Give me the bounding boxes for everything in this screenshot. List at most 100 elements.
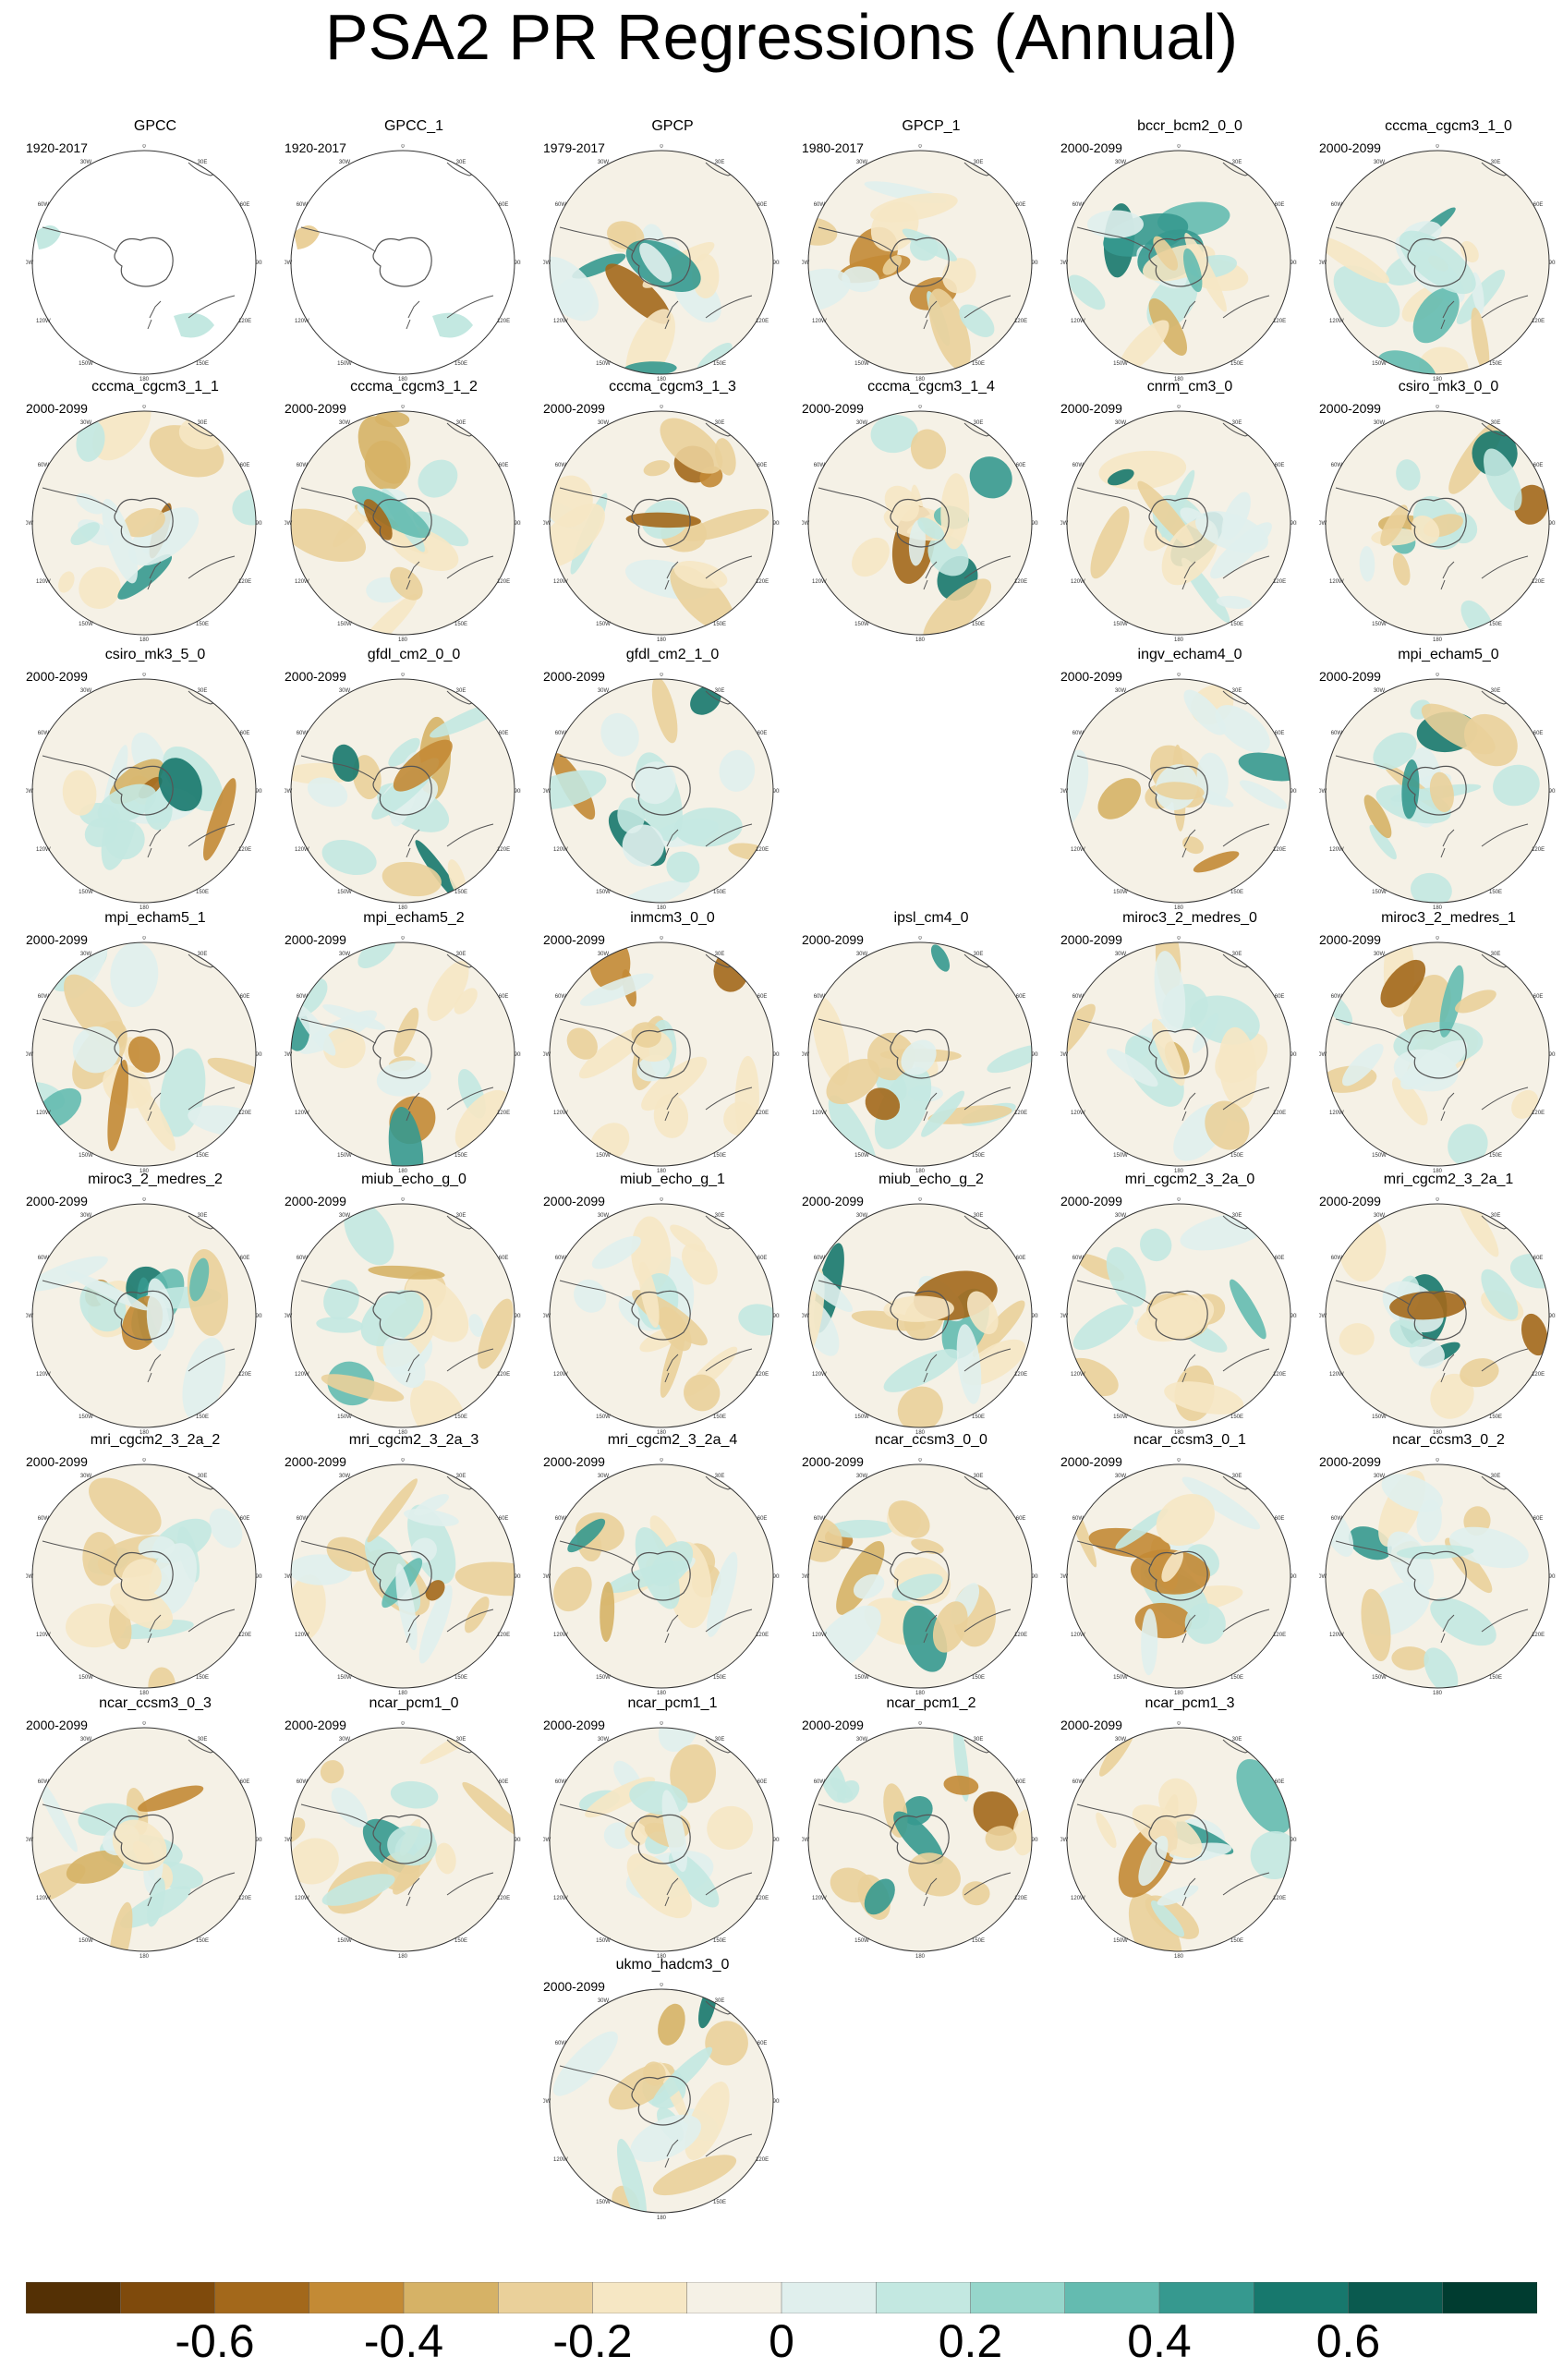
longitude-label: 60W [1331, 1516, 1343, 1522]
longitude-label: 150W [1372, 1153, 1387, 1159]
longitude-label: 150E [1230, 890, 1243, 895]
longitude-label: 120W [553, 579, 568, 585]
longitude-label: 90W [802, 521, 810, 527]
map-panel: mpi_echam5_1 2000-2099 0 30E 60E 90E 120E 150E 1… [26, 910, 285, 1172]
longitude-label: 30W [598, 1737, 610, 1742]
regression-contour [658, 2003, 685, 2046]
south-america-coastline [300, 1018, 376, 1044]
longitude-label: 150W [79, 1415, 93, 1420]
regression-contour [1155, 782, 1205, 800]
polar-map: 0 30E 60E 90E 120E 150E 180 150W 120W 90W 60W 30W [802, 144, 1038, 381]
regression-contour [1412, 287, 1460, 344]
longitude-label: 90E [1032, 261, 1038, 266]
longitude-label: 0 [918, 144, 922, 150]
longitude-label: 180 [398, 638, 408, 641]
panel-title: csiro_mk3_0_0 [1398, 379, 1499, 395]
longitude-label: 150E [454, 1938, 467, 1944]
map-boundary [807, 150, 1033, 375]
south-america-coastline [1335, 1018, 1411, 1044]
longitude-label: 90W [1060, 521, 1069, 527]
new-zealand-coastline [1181, 1877, 1196, 1907]
new-zealand-coastline [147, 829, 162, 858]
longitude-label: 60W [814, 1779, 826, 1785]
regression-contour [1067, 749, 1089, 827]
longitude-label: 90W [543, 789, 551, 795]
south-america-coastline [42, 1803, 117, 1829]
regression-contour [478, 1298, 514, 1369]
panel-title: mpi_echam5_2 [363, 910, 465, 926]
antarctica-coastline [890, 237, 950, 287]
longitude-label: 120W [1071, 1372, 1085, 1378]
regression-contour [1424, 1647, 1459, 1688]
regression-contour [1195, 511, 1268, 553]
longitude-label: 0 [1436, 936, 1439, 941]
longitude-label: 90E [1290, 1314, 1297, 1319]
longitude-label: 180 [398, 1169, 408, 1172]
longitude-label: 90W [285, 789, 293, 795]
regression-contour [1196, 752, 1229, 806]
longitude-label: 120W [553, 1633, 568, 1638]
longitude-label: 30E [1232, 688, 1242, 694]
panel-period: 2000-2099 [543, 1454, 605, 1469]
longitude-label: 0 [660, 405, 663, 410]
regression-contour [941, 258, 976, 294]
longitude-label: 0 [142, 1721, 146, 1727]
map-boundary [31, 941, 257, 1167]
australia-coastline [705, 823, 753, 847]
regression-contour [382, 1336, 426, 1389]
longitude-label: 180 [398, 1954, 408, 1958]
longitude-label: 180 [1433, 1691, 1443, 1694]
antarctica-coastline [114, 237, 174, 287]
regression-contour [874, 1067, 932, 1149]
longitude-label: 150W [854, 1153, 869, 1159]
regression-contour [413, 1494, 450, 1516]
longitude-label: 0 [401, 1197, 405, 1203]
longitude-label: 150E [972, 1153, 985, 1159]
south-america-coastline [1335, 1280, 1411, 1305]
longitude-label: 150W [596, 1675, 611, 1681]
new-zealand-coastline [406, 300, 420, 330]
longitude-label: 90W [543, 1838, 551, 1843]
longitude-label: 30E [198, 420, 208, 426]
longitude-label: 0 [1177, 936, 1181, 941]
regression-contour [828, 1519, 894, 1538]
colorbar-segment [498, 2282, 594, 2313]
regression-contour [1138, 1835, 1169, 1887]
regression-contour [842, 266, 880, 293]
longitude-label: 60W [1331, 1256, 1343, 1261]
longitude-label: 150E [713, 361, 726, 367]
longitude-label: 30E [974, 160, 984, 165]
longitude-label: 180 [139, 638, 150, 641]
longitude-label: 120W [36, 319, 51, 324]
longitude-label: 120E [1014, 1896, 1027, 1901]
longitude-label: 120W [36, 1896, 51, 1901]
new-zealand-coastline [664, 1877, 679, 1907]
regression-contour [836, 1540, 885, 1615]
regression-contour [579, 973, 654, 1006]
longitude-label: 60E [499, 1779, 509, 1785]
longitude-label: 0 [918, 1721, 922, 1727]
map-panel: ncar_pcm1_1 2000-2099 0 30E 60E 90E 120E 150E 18… [543, 1695, 802, 1958]
regression-contour [1484, 448, 1522, 511]
polar-map: 0 30E 60E 90E 120E 150E 180 150W 120W 90W 60W 30W [285, 1197, 521, 1434]
longitude-label: 60W [814, 994, 826, 1000]
regression-contour [207, 1057, 256, 1089]
longitude-label: 120W [553, 1372, 568, 1378]
longitude-label: 150E [454, 1675, 467, 1681]
longitude-label: 120E [1273, 1372, 1286, 1378]
polar-map: 0 30E 60E 90E 120E 150E 180 150W 120W 90W 60W 30W [285, 936, 521, 1172]
colorbar-segment [970, 2282, 1066, 2313]
panel-period: 2000-2099 [543, 1194, 605, 1208]
longitude-label: 90E [1290, 1838, 1297, 1843]
longitude-label: 150W [79, 1153, 93, 1159]
map-panel: mpi_echam5_0 2000-2099 0 30E 60E 90E 120E 150E 1… [1319, 647, 1563, 909]
longitude-label: 0 [1177, 673, 1181, 678]
longitude-label: 180 [657, 377, 667, 381]
longitude-label: 120E [1273, 847, 1286, 853]
longitude-label: 150W [596, 622, 611, 627]
longitude-label: 0 [142, 405, 146, 410]
longitude-label: 90W [285, 1052, 293, 1058]
antarctica-coastline [890, 1550, 950, 1601]
regression-contour [291, 1838, 339, 1885]
regression-contour [35, 1775, 78, 1852]
